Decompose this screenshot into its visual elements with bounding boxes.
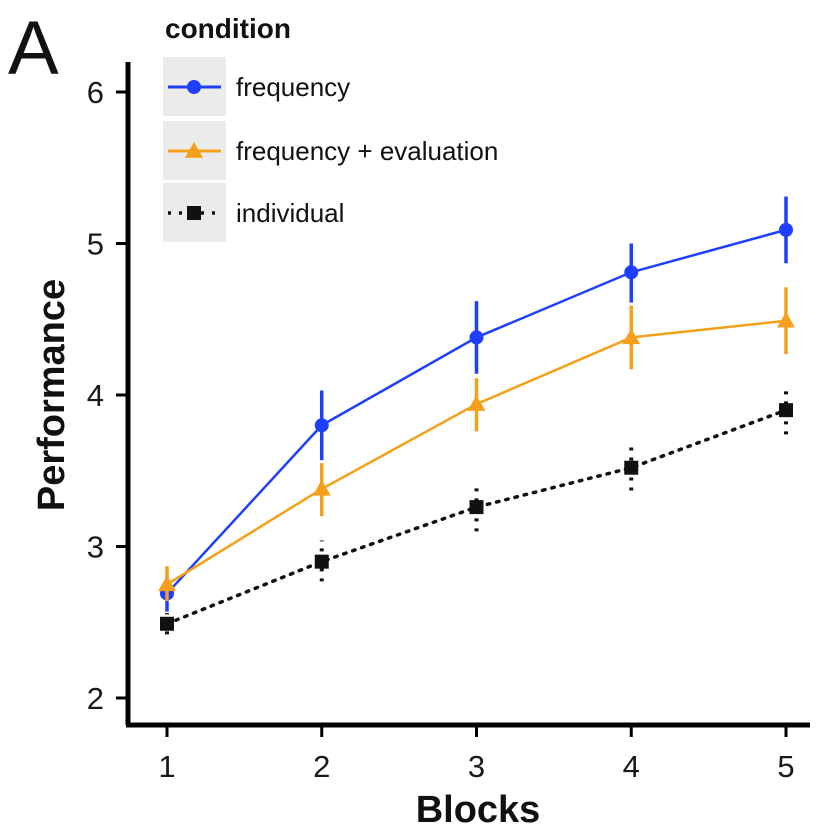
data-point [160,616,174,631]
data-point [622,328,641,345]
data-point [779,222,793,237]
data-point [467,395,486,411]
data-point [624,460,639,475]
panel-label: A [8,6,59,91]
y-tick-label: 5 [87,227,104,262]
data-point [624,265,639,280]
y-axis-title: Performance [31,279,73,511]
y-tick-label: 2 [87,681,104,716]
x-tick-label: 2 [313,749,330,784]
legend-item: frequency + evaluation [163,121,498,180]
y-tick-label: 3 [87,530,104,565]
data-point [469,500,484,515]
series-layer [158,196,795,635]
series-individual [160,385,793,635]
data-point [469,330,484,345]
legend-title: condition [165,13,291,44]
legend-key-marker [185,142,203,158]
legend-label: individual [236,198,344,228]
legend-key-marker [187,206,201,220]
y-ticks: 2 3 4 5 6 [87,75,128,716]
x-axis-title: Blocks [416,789,541,831]
data-point [312,479,331,496]
y-tick-label: 4 [87,378,104,413]
legend-label: frequency [236,72,350,102]
y-tick-label: 6 [87,75,104,110]
x-tick-label: 5 [777,749,794,784]
series-line [165,408,788,626]
data-point [779,403,793,418]
x-tick-label: 4 [623,749,640,784]
legend-label: frequency + evaluation [236,136,498,166]
x-tick-label: 3 [468,749,485,784]
data-point [314,418,329,433]
series-frequency-evaluation [158,287,795,602]
data-point [158,575,176,592]
data-point [777,311,795,328]
legend-items: frequency frequency + evaluation individua… [163,57,498,242]
data-point [314,554,329,569]
x-tick-label: 1 [158,749,175,784]
legend-key-marker [187,80,201,94]
legend-item: individual [163,183,344,242]
legend-item: frequency [163,57,350,116]
x-ticks: 1 2 3 4 5 [158,725,795,784]
legend: condition frequency frequency + evaluatio… [163,13,498,242]
